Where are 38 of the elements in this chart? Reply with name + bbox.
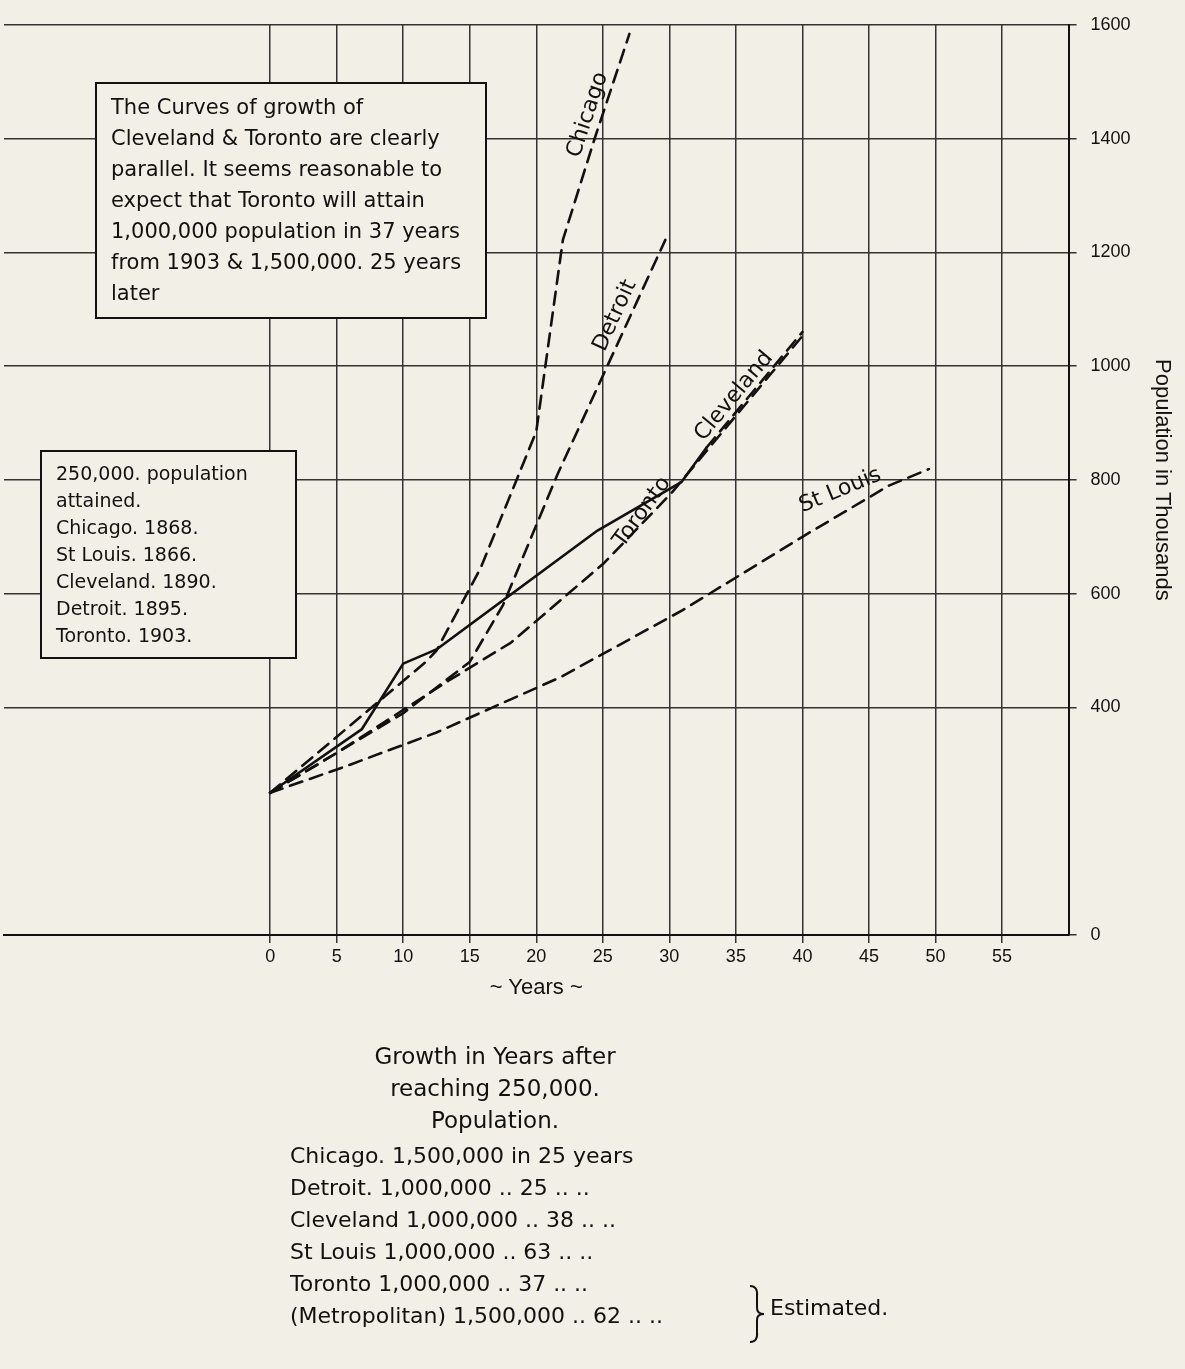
x-tick-label: 15 — [459, 945, 480, 966]
x-tick-label: 20 — [526, 945, 547, 966]
x-tick-label: 50 — [925, 945, 946, 966]
y-tick-label: 800 — [1090, 468, 1121, 489]
note-box: The Curves of growth of Cleveland & Toronto are clearly parallel. It seems reasonable to expect that Toronto will attain 1,000,000 population in 37 years from 1903 & 1,500,000. 25 years later — [95, 82, 487, 319]
y-axis-title: Population in Thousands — [1150, 359, 1176, 601]
annotation: Cleveland. 1890. — [56, 569, 218, 594]
annotation: Chicago. 1868. — [56, 515, 200, 540]
x-tick-label: 0 — [265, 945, 276, 966]
x-tick-label: 40 — [792, 945, 813, 966]
text: St Louis — [794, 460, 885, 517]
text: Estimated. — [770, 1295, 889, 1320]
y-tick-label: 1000 — [1090, 355, 1131, 376]
annotation: Detroit. 1895. — [56, 596, 189, 621]
x-tick-label: 10 — [393, 945, 414, 966]
y-tick-label: 1400 — [1090, 127, 1131, 148]
x-tick-label: 35 — [725, 945, 746, 966]
text: St Louis 1,000,000 .. 63 .. .. — [290, 1238, 595, 1266]
annotation: 250,000. population attained. — [56, 461, 249, 513]
y-tick-label: 0 — [1090, 923, 1101, 944]
text: Growth in Years after reaching 250,000. Population. — [373, 1042, 617, 1135]
y-tick-label: 1200 — [1090, 241, 1131, 262]
x-tick-label: 5 — [331, 945, 342, 966]
text: Detroit. 1,000,000 .. 25 .. .. — [290, 1174, 591, 1202]
x-tick-label: 30 — [659, 945, 680, 966]
y-tick-label: 1600 — [1090, 13, 1131, 34]
text: (Metropolitan) 1,500,000 .. 62 .. .. — [290, 1302, 663, 1330]
y-tick-label: 400 — [1090, 696, 1121, 717]
x-tick-label: 25 — [592, 945, 613, 966]
x-axis-title: ~ Years ~ — [489, 973, 583, 999]
annotation: St Louis. 1866. — [56, 542, 199, 567]
y-tick-label: 600 — [1090, 582, 1121, 603]
text: Chicago. 1,500,000 in 25 years — [290, 1142, 635, 1170]
x-tick-label: 55 — [992, 945, 1013, 966]
x-tick-label: 45 — [858, 945, 879, 966]
annotation: Toronto. 1903. — [56, 623, 194, 648]
text: Cleveland 1,000,000 .. 38 .. .. — [290, 1206, 617, 1234]
text: Toronto 1,000,000 .. 37 .. .. — [290, 1270, 590, 1298]
